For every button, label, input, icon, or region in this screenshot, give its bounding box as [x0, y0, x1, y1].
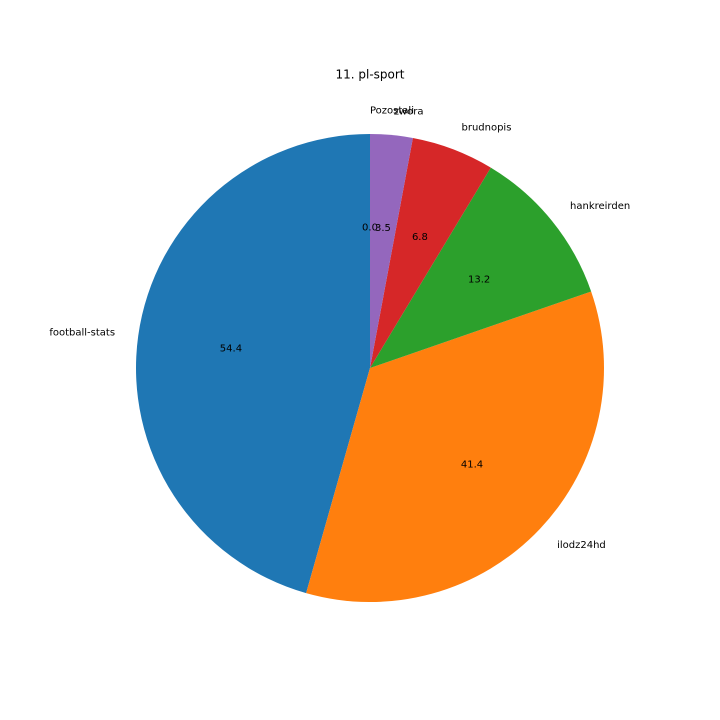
value-label: 3.5 — [375, 223, 391, 234]
pie-slice — [370, 137, 491, 368]
slice-label: football-stats — [49, 328, 115, 339]
pie-slice — [306, 291, 604, 603]
pie-slice — [370, 134, 413, 368]
pie-slice — [136, 134, 370, 594]
slice-label: hankreirden — [570, 201, 630, 212]
value-label: 41.4 — [461, 459, 483, 470]
chart-title: 11. pl-sport — [335, 68, 404, 82]
pie-slice — [370, 167, 592, 368]
slice-label: zwora — [394, 107, 424, 118]
value-label: 54.4 — [220, 344, 242, 355]
value-label: 6.8 — [412, 232, 428, 243]
slice-label: Pozostali — [370, 106, 414, 117]
value-label: 0.0 — [362, 223, 378, 234]
slice-label: ilodz24hd — [557, 540, 606, 551]
value-label: 13.2 — [468, 275, 490, 286]
slice-label: brudnopis — [461, 122, 511, 133]
